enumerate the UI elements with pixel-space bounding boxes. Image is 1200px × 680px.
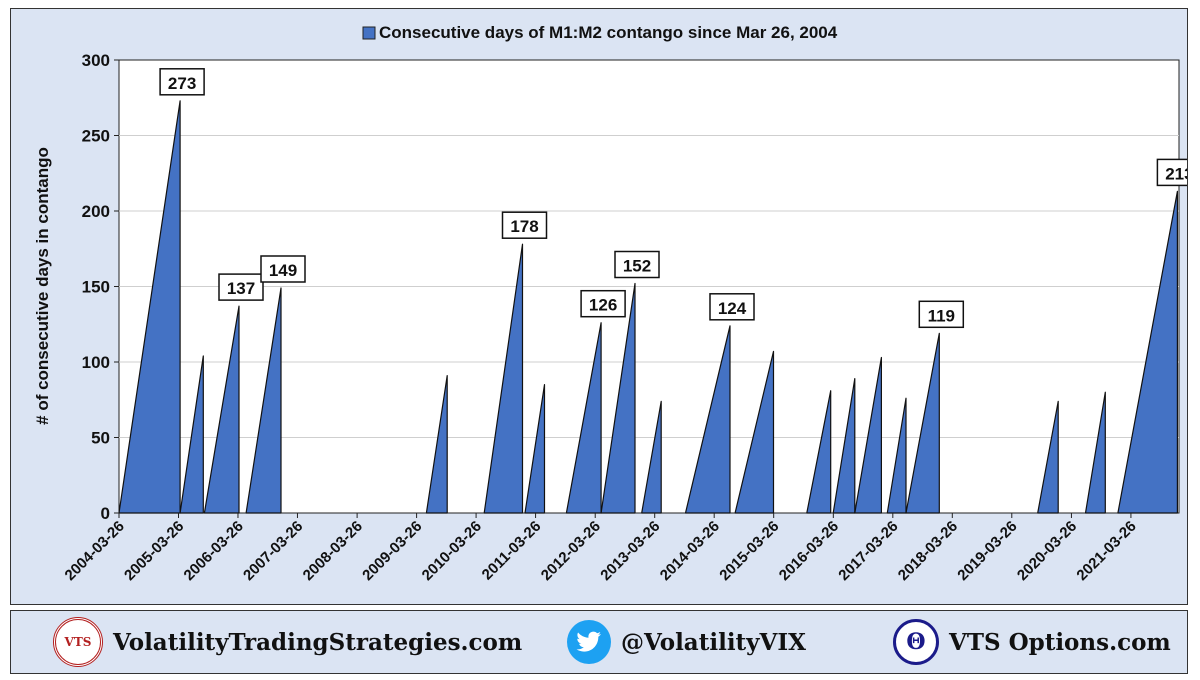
- series-areas: [118, 100, 1178, 514]
- peak-value-label: 149: [269, 261, 297, 280]
- contango-streak-area: [425, 375, 448, 514]
- contango-streak-area: [179, 355, 204, 514]
- peak-callout: 124: [709, 293, 755, 321]
- x-tick-label: 2008-03-26: [300, 518, 366, 584]
- callout-box: [580, 289, 626, 318]
- peak-value-label: 273: [168, 74, 196, 93]
- x-tick-label: 2013-03-26: [597, 518, 663, 584]
- x-tick-label: 2004-03-26: [62, 518, 128, 584]
- peak-value-label: 137: [227, 279, 255, 298]
- peak-value-label: 213: [1165, 164, 1187, 183]
- x-tick-label: 2018-03-26: [895, 518, 961, 584]
- callout-box: [260, 255, 306, 283]
- legend-label: Consecutive days of M1:M2 contango since…: [379, 23, 838, 42]
- peak-callout: 149: [260, 255, 306, 283]
- x-tick-label: 2014-03-26: [657, 518, 723, 584]
- contango-streak-area: [886, 397, 907, 514]
- options-text: VTS Options.com: [949, 628, 1171, 656]
- twitter-bird-icon: [567, 620, 611, 664]
- contango-streak-area: [905, 332, 940, 514]
- brand-twitter[interactable]: @VolatilityVIX: [567, 611, 806, 673]
- contango-streak-area: [245, 287, 282, 514]
- x-tick-label: 2021-03-26: [1073, 518, 1139, 584]
- peak-value-label: 152: [623, 257, 651, 276]
- peak-value-label: 124: [718, 299, 747, 318]
- y-tick-label: 250: [82, 127, 110, 146]
- callout-box: [918, 300, 965, 329]
- x-tick-label: 2012-03-26: [538, 518, 604, 584]
- x-tick-label: 2011-03-26: [479, 518, 545, 584]
- callout-box: [709, 293, 755, 321]
- x-tick-label: 2016-03-26: [776, 518, 842, 584]
- y-tick-label: 50: [91, 429, 110, 448]
- vts-logo-icon: VTS: [53, 617, 103, 667]
- callout-box: [614, 250, 660, 279]
- peak-callout: 119: [918, 300, 965, 329]
- twitter-handle-text: @VolatilityVIX: [621, 628, 806, 656]
- contango-streak-area: [1037, 400, 1059, 514]
- y-tick-label: 0: [101, 504, 110, 523]
- x-tick-label: 2020-03-26: [1014, 518, 1080, 584]
- x-tick-label: 2007-03-26: [240, 518, 306, 584]
- y-axis-ticks: 0 50 100 150 200 250 300: [82, 51, 119, 523]
- y-tick-label: 100: [82, 353, 110, 372]
- callout-box: [159, 68, 205, 96]
- theta-logo-icon: Θ: [893, 619, 939, 665]
- contango-streak-area: [203, 305, 240, 514]
- x-tick-label: 2019-03-26: [954, 518, 1020, 584]
- contango-streak-area: [806, 390, 832, 514]
- peak-value-label: 178: [510, 217, 538, 236]
- x-axis-ticks: 2004-03-262005-03-262006-03-262007-03-26…: [62, 513, 1140, 584]
- x-tick-label: 2006-03-26: [181, 518, 247, 584]
- peak-callout: 137: [218, 273, 264, 301]
- callout-box: [501, 211, 548, 239]
- gridlines: [119, 135, 1179, 438]
- chart-legend: Consecutive days of M1:M2 contango since…: [362, 23, 838, 42]
- x-tick-label: 2005-03-26: [121, 518, 187, 584]
- peak-callout: 213: [1156, 158, 1200, 187]
- contango-streak-area: [118, 100, 181, 514]
- y-tick-label: 150: [82, 278, 110, 297]
- peak-callout: 126: [580, 289, 626, 318]
- peak-value-label: 126: [589, 296, 617, 315]
- contango-streak-area: [600, 282, 636, 514]
- y-tick-label: 200: [82, 202, 110, 221]
- contango-streak-area: [483, 243, 524, 514]
- x-tick-label: 2017-03-26: [835, 518, 901, 584]
- x-tick-label: 2009-03-26: [359, 518, 425, 584]
- contango-streak-area: [641, 400, 662, 514]
- contango-streak-area: [1084, 391, 1106, 514]
- peak-callout: 178: [501, 211, 548, 239]
- contango-streak-area: [565, 322, 602, 514]
- contango-streak-area: [1117, 190, 1178, 514]
- peak-callout: 152: [614, 250, 660, 279]
- chart-panel: Consecutive days of M1:M2 contango since…: [10, 8, 1200, 605]
- contango-area-chart: Consecutive days of M1:M2 contango since…: [33, 23, 1200, 584]
- contango-streak-area: [854, 356, 882, 514]
- contango-streak-area: [734, 350, 775, 514]
- contango-streak-area: [524, 384, 546, 514]
- brand-website[interactable]: VTS VolatilityTradingStrategies.com: [53, 611, 522, 673]
- x-tick-label: 2010-03-26: [419, 518, 485, 584]
- peak-value-label: 119: [928, 306, 955, 325]
- y-tick-label: 300: [82, 51, 110, 70]
- legend-swatch: [362, 26, 376, 40]
- callout-box: [218, 273, 264, 301]
- y-axis-title: # of consecutive days in contango: [33, 147, 52, 425]
- contango-streak-area: [832, 378, 856, 514]
- footer-banner: VTS VolatilityTradingStrategies.com @Vol…: [10, 610, 1188, 674]
- brand-options[interactable]: Θ VTS Options.com: [893, 611, 1171, 673]
- contango-streak-area: [684, 325, 731, 514]
- x-tick-label: 2015-03-26: [716, 518, 782, 584]
- website-text: VolatilityTradingStrategies.com: [113, 628, 523, 656]
- peak-callout: 273: [159, 68, 205, 96]
